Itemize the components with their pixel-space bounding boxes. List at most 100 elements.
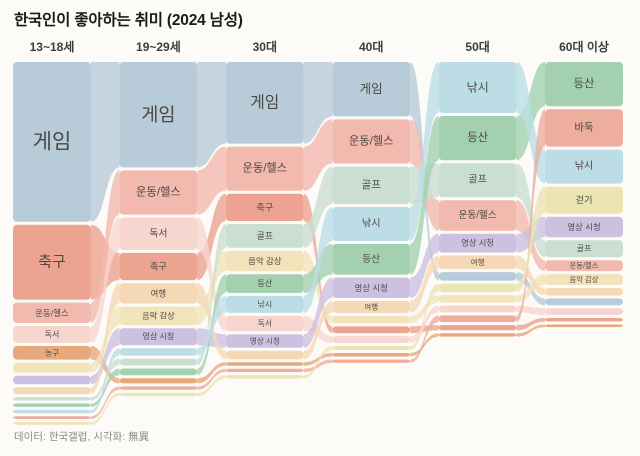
flow-node (13, 397, 91, 401)
flow-node (332, 62, 411, 117)
flow-ribbon (516, 163, 545, 258)
flow-node-label: 영상 시청 (143, 331, 175, 341)
flow-ribbon (303, 345, 333, 379)
flow-ribbon (91, 170, 120, 323)
flow-node-label: 등산 (467, 131, 488, 144)
flow-ribbon (303, 207, 333, 313)
flow-ribbon (410, 333, 439, 357)
flow-ribbon (197, 283, 226, 360)
flow-node (13, 416, 91, 420)
flow-node (332, 119, 411, 164)
flow-node (119, 217, 198, 250)
flow-node (545, 308, 623, 316)
flow-ribbon (197, 217, 226, 332)
flow-ribbon (410, 305, 439, 343)
flow-ribbon (91, 386, 120, 420)
flow-node-label: 낚시 (575, 160, 594, 172)
flow-node-label: 게임 (141, 104, 175, 125)
flow-node (13, 326, 91, 343)
flow-node-label: 여행 (151, 288, 167, 298)
flow-node (545, 298, 623, 306)
flow-node (119, 283, 198, 304)
flow-node (332, 207, 411, 241)
flow-node-label: 음악 감상 (248, 256, 282, 266)
column-header: 40대 (358, 40, 384, 54)
flow-node-label: 게임 (33, 130, 72, 153)
flow-node (332, 345, 411, 351)
flow-node (225, 362, 304, 366)
flow-node-label: 운동/헬스 (35, 308, 69, 318)
flow-node (225, 224, 304, 248)
column-header: 30대 (252, 40, 277, 54)
flow-node (545, 274, 623, 285)
flow-node-label: 걷기 (575, 194, 592, 205)
flow-ribbon (197, 146, 226, 215)
flow-node-label: 음악 감상 (570, 275, 599, 284)
flow-node (119, 358, 198, 366)
flow-ribbon (516, 216, 545, 253)
flow-node (119, 306, 198, 326)
flow-node-label: 축구 (256, 202, 274, 212)
flow-ribbon (516, 305, 545, 316)
flow-node (119, 170, 198, 215)
flow-node (332, 277, 411, 298)
flow-node (225, 62, 304, 144)
chart-title: 한국인이 좋아하는 취미 (2024 남성) (14, 12, 243, 29)
flow-node (438, 325, 517, 331)
flow-ribbon (516, 186, 545, 293)
flow-ribbon (197, 368, 226, 390)
flow-node-label: 등산 (257, 278, 273, 288)
flow-node (545, 287, 623, 296)
flow-node-label: 축구 (38, 254, 66, 271)
flow-ribbon (303, 62, 333, 144)
flow-node (13, 362, 91, 373)
flow-ribbon (410, 116, 439, 275)
flow-node-label: 등산 (362, 254, 380, 265)
chart-footer: 데이터: 한국갤럽, 시각화: 無異 (14, 431, 150, 443)
flow-node (438, 163, 517, 198)
flow-ribbon (410, 255, 439, 313)
flow-ribbon (303, 119, 333, 191)
flow-node-label: 낚시 (362, 218, 381, 230)
flow-node (438, 272, 517, 281)
flow-node-label: 음악 감상 (142, 310, 175, 320)
flow-node (545, 318, 623, 322)
flow-ribbon (516, 255, 545, 296)
flow-ribbon (197, 375, 226, 397)
flow-node (225, 295, 304, 313)
flow-ribbon (197, 362, 226, 384)
flow-ribbon (410, 325, 439, 334)
flow-node-label: 독서 (258, 319, 272, 328)
flow-ribbon (303, 166, 333, 248)
flow-node-label: 골프 (468, 174, 487, 186)
flow-ribbon (91, 368, 120, 407)
flow-node-label: 운동/헬스 (458, 210, 496, 221)
flow-ribbon (410, 233, 439, 298)
flow-node-label: 영상 시청 (567, 222, 600, 232)
flow-node (438, 233, 517, 253)
flow-node (119, 348, 198, 356)
column-headers: 13~18세 19~29세 30대 40대 50대 60대 이상 (0, 0, 640, 60)
flow-node (119, 378, 198, 384)
flow-node (438, 333, 517, 337)
flow-node-label: 골프 (257, 231, 273, 241)
column-header: 50대 (465, 40, 490, 54)
flow-node (545, 260, 623, 272)
flow-node (119, 62, 198, 168)
flow-node-label: 독서 (149, 227, 167, 239)
flow-node (438, 255, 517, 270)
flow-node (119, 252, 198, 281)
flow-ribbon (410, 315, 439, 363)
flow-node-label: 여행 (364, 301, 378, 311)
flow-ribbon (197, 62, 226, 168)
flow-node-label: 여행 (471, 257, 485, 267)
flow-ribbon (91, 217, 120, 343)
flow-node (438, 283, 517, 293)
flow-node (119, 392, 198, 397)
flow-node (13, 409, 91, 414)
flow-node (545, 62, 623, 107)
flow-node (545, 186, 623, 214)
flow-node (225, 350, 304, 360)
flow-ribbon (197, 224, 226, 366)
flow-node-label: 골프 (362, 179, 382, 191)
